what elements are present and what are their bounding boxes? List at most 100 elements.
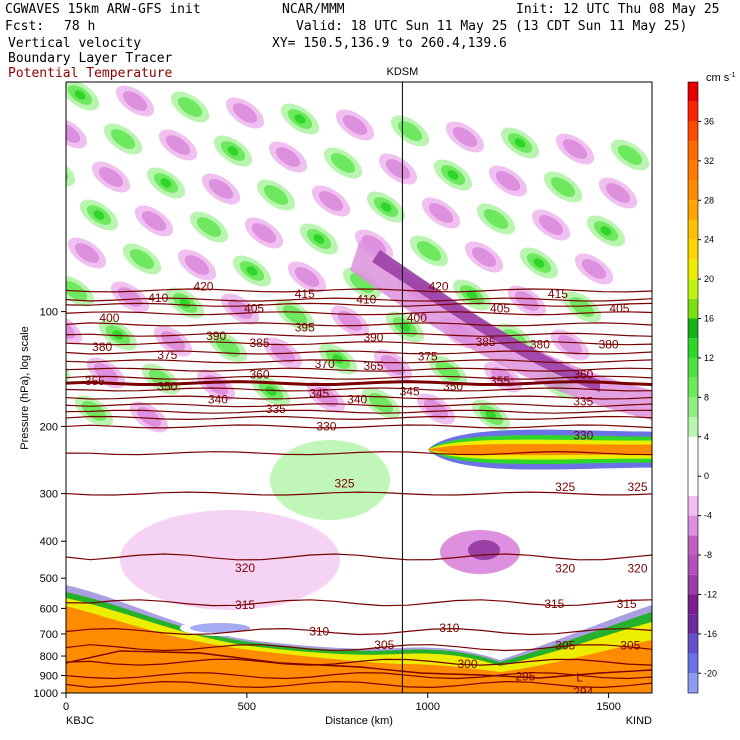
contour-label: 370 xyxy=(315,357,335,371)
isentrope-380 xyxy=(66,359,652,364)
contour-label: 305 xyxy=(555,638,575,652)
colorbar-bin xyxy=(688,515,698,536)
isentrope-400 xyxy=(66,322,652,327)
colorbar-bin xyxy=(688,614,698,634)
vv-cell-core xyxy=(397,121,423,141)
colorbar-bin xyxy=(688,417,698,437)
contour-label: 395 xyxy=(295,320,315,334)
forecast-value: 78 h xyxy=(64,19,96,34)
isentrope-385 xyxy=(66,350,652,355)
forecast-label: Fcst: xyxy=(5,19,45,34)
isentrope-310 xyxy=(66,627,652,636)
colorbar-tick-label: -8 xyxy=(704,550,712,560)
vv-cell-core xyxy=(538,215,564,235)
colorbar-bin xyxy=(688,456,698,496)
y-tick-label: 500 xyxy=(40,573,58,585)
downward-band-core xyxy=(372,250,600,392)
vv-lower-ascent xyxy=(270,440,390,520)
vv-cell-core xyxy=(232,103,258,123)
isentrope-315 xyxy=(66,599,652,607)
vv-cell-core xyxy=(275,147,301,167)
vv-cell-core xyxy=(227,299,253,319)
isentrope-355 xyxy=(66,395,652,400)
x-tick-label: 1000 xyxy=(415,701,439,713)
y-tick-label: 200 xyxy=(40,421,58,433)
vv-cell-core xyxy=(5,271,36,299)
isentrope-360 xyxy=(66,387,652,392)
colorbar-bin xyxy=(688,239,698,260)
colorbar-bin xyxy=(688,298,698,319)
colorbar-bin xyxy=(688,338,698,358)
vv-cell-core xyxy=(428,203,454,223)
contour-label: 300 xyxy=(458,657,478,671)
vv-cell-peak xyxy=(466,290,478,300)
colorbar-tick-label: -16 xyxy=(704,629,717,639)
vv-cell-peak xyxy=(246,266,258,276)
isentrope-390 xyxy=(66,341,652,346)
vv-cell-peak xyxy=(380,202,392,212)
contour-label: 340 xyxy=(208,393,228,407)
isentrope-375 xyxy=(66,367,652,372)
y-tick-label: 400 xyxy=(40,536,58,548)
low-label: L xyxy=(576,670,583,684)
vv-cell-core xyxy=(605,183,631,203)
contour-label: 350 xyxy=(443,379,463,393)
vv-cell-core xyxy=(562,139,588,159)
vv-cell-core xyxy=(490,367,516,387)
contour-label: 325 xyxy=(628,480,648,494)
contour-label: 375 xyxy=(418,349,438,363)
y-tick-label: 600 xyxy=(40,603,58,615)
contour-label: 410 xyxy=(148,291,168,305)
isentrope-305 xyxy=(66,644,652,652)
contour-label: 385 xyxy=(250,336,270,350)
colorbar-bin xyxy=(688,673,698,693)
plot-frame xyxy=(65,81,653,694)
contour-label: 320 xyxy=(555,562,575,576)
contour-label: 295 xyxy=(515,669,535,683)
vv-cell-core xyxy=(263,185,289,205)
colorbar-bin xyxy=(688,121,698,142)
isentrope-295 xyxy=(66,672,652,680)
isentrope-410 xyxy=(66,302,652,307)
colorbar-tick-label: -20 xyxy=(704,668,717,678)
y-tick-label: 100 xyxy=(40,307,58,319)
isentrope-350 xyxy=(66,403,652,408)
vv-cell-core xyxy=(251,223,277,243)
isentrope-365 xyxy=(66,380,652,386)
valid-time: Valid: 18 UTC Sun 11 May 25 (13 CDT Sun … xyxy=(296,19,688,34)
colorbar-bin xyxy=(688,200,698,220)
vv-cell-core xyxy=(514,291,540,311)
x-tick-label: 1500 xyxy=(596,701,620,713)
vv-cell-core xyxy=(66,319,76,339)
vv-cell-core xyxy=(122,91,148,111)
vv-cell-core xyxy=(452,127,478,147)
contour-label: 415 xyxy=(548,287,568,301)
vv-lower-weak-descent xyxy=(120,510,340,610)
contour-label: 315 xyxy=(235,598,255,612)
contour-label: 355 xyxy=(490,374,510,388)
colorbar-bin xyxy=(688,141,698,161)
vv-cell-core xyxy=(98,167,124,187)
contour-label: 345 xyxy=(400,385,420,399)
contour-label: 320 xyxy=(235,561,255,575)
contour-label: 380 xyxy=(530,338,550,352)
contour-label: 390 xyxy=(206,329,226,343)
colorbar-bin xyxy=(688,219,698,240)
colorbar-bin xyxy=(688,318,698,339)
colorbar-tick-label: 0 xyxy=(704,471,709,481)
vv-cell-core xyxy=(569,297,595,317)
colorbar-tick-label: 28 xyxy=(704,195,714,205)
isentrope-325 xyxy=(66,491,652,496)
vv-cell-peak xyxy=(485,410,497,420)
contour-label: 310 xyxy=(309,625,329,639)
isentrope-370 xyxy=(66,375,652,380)
vv-cell-core xyxy=(208,179,234,199)
x-axis-label: Distance (km) xyxy=(325,715,393,727)
vv-cell-peak xyxy=(93,210,105,220)
potential-temperature-contours xyxy=(66,288,652,689)
vv-cell-core xyxy=(177,97,203,117)
vv-cell-core xyxy=(483,209,509,229)
vv-cell-core xyxy=(17,233,48,261)
x-start-station: KBJC xyxy=(66,715,94,727)
vv-cell-peak xyxy=(227,146,239,156)
